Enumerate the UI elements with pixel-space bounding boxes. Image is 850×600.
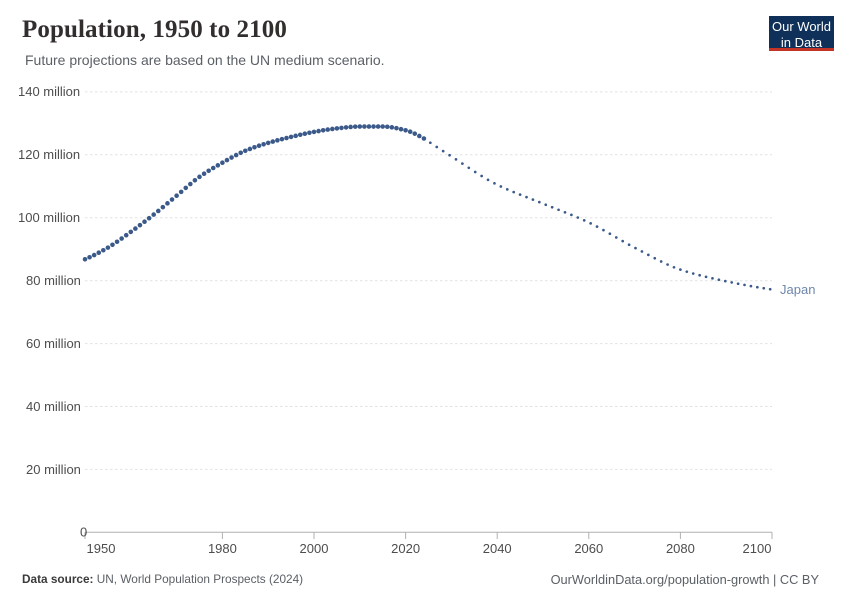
svg-text:40 million: 40 million xyxy=(26,399,81,414)
svg-text:0: 0 xyxy=(80,525,87,540)
svg-text:2000: 2000 xyxy=(300,541,329,556)
svg-text:140 million: 140 million xyxy=(18,84,80,99)
svg-text:2080: 2080 xyxy=(666,541,695,556)
svg-text:80 million: 80 million xyxy=(26,273,81,288)
svg-text:2100: 2100 xyxy=(743,541,772,556)
svg-text:2040: 2040 xyxy=(483,541,512,556)
svg-text:20 million: 20 million xyxy=(26,462,81,477)
svg-text:1980: 1980 xyxy=(208,541,237,556)
svg-text:1950: 1950 xyxy=(87,541,116,556)
svg-text:2060: 2060 xyxy=(574,541,603,556)
svg-text:100 million: 100 million xyxy=(18,210,80,225)
svg-text:Japan: Japan xyxy=(780,282,815,297)
svg-text:120 million: 120 million xyxy=(18,147,80,162)
svg-text:2020: 2020 xyxy=(391,541,420,556)
svg-text:60 million: 60 million xyxy=(26,336,81,351)
